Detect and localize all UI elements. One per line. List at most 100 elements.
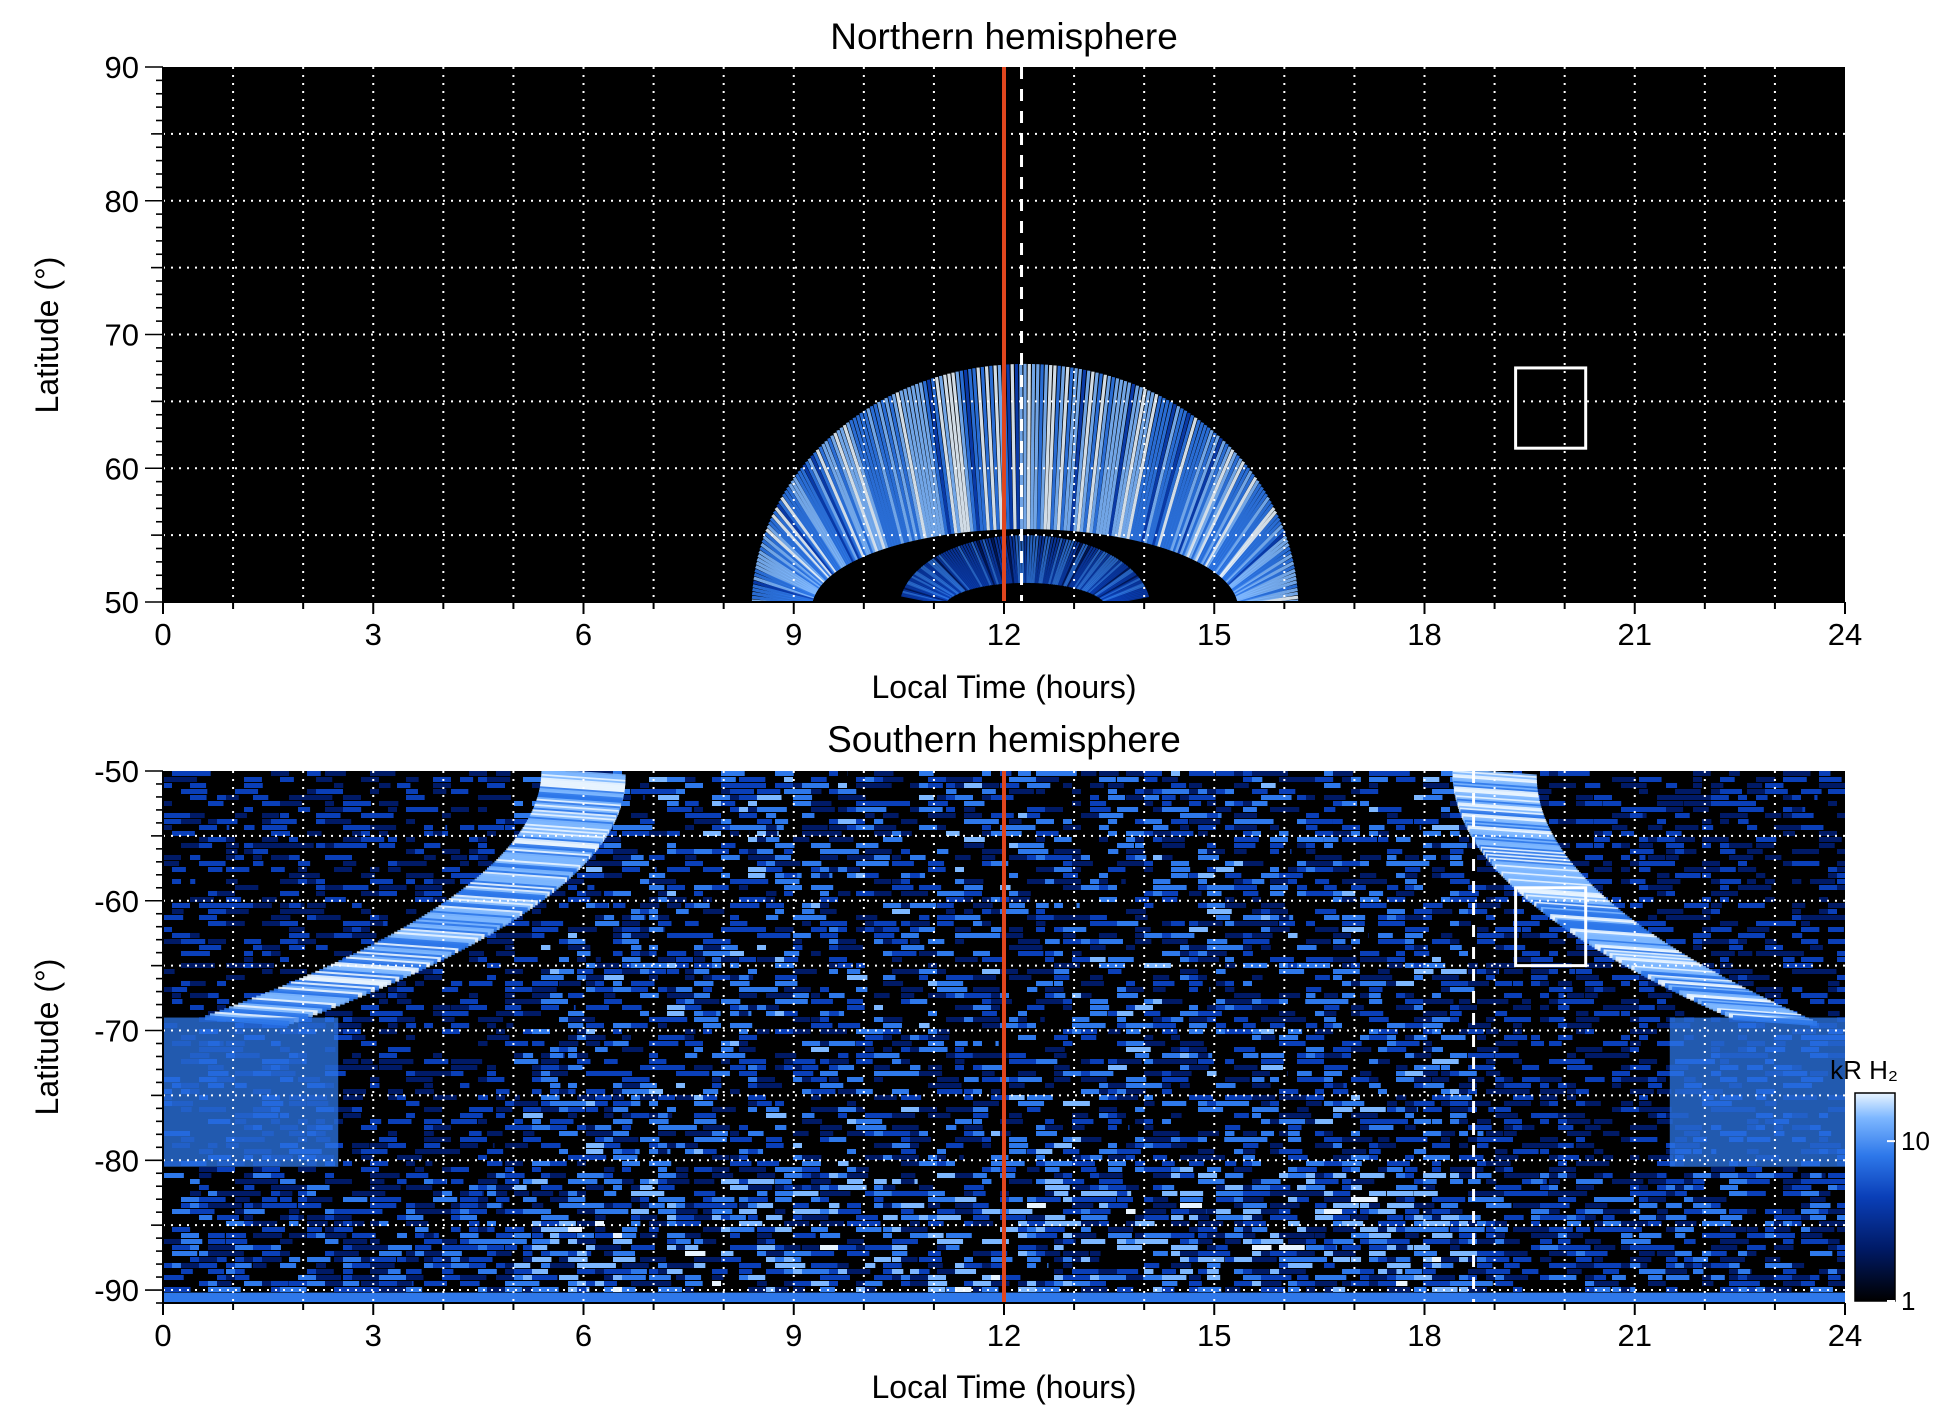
emission-cell	[253, 945, 267, 950]
emission-cell	[379, 1005, 394, 1010]
emission-cell	[1837, 987, 1845, 992]
emission-cell	[172, 825, 198, 830]
emission-cell	[1522, 993, 1537, 998]
emission-cell	[721, 1095, 739, 1100]
emission-cell	[847, 1089, 865, 1094]
emission-cell	[289, 873, 304, 878]
emission-cell	[1072, 993, 1084, 998]
emission-cell	[577, 1095, 595, 1100]
emission-cell	[595, 951, 608, 956]
emission-cell	[1306, 1095, 1327, 1100]
emission-cell	[559, 1041, 579, 1046]
emission-cell	[1216, 885, 1237, 890]
emission-cell	[352, 921, 362, 926]
emission-cell	[748, 903, 759, 908]
emission-cell	[1198, 975, 1213, 980]
emission-cell	[1216, 1029, 1233, 1034]
emission-cell	[1405, 879, 1417, 884]
oval-strip	[768, 521, 827, 582]
emission-cell	[1279, 831, 1289, 836]
emission-cell	[757, 879, 769, 884]
emission-cell	[370, 771, 380, 776]
emission-cell	[1315, 1089, 1326, 1094]
emission-cell	[532, 945, 547, 950]
emission-cell	[919, 951, 936, 956]
emission-cell	[1045, 957, 1058, 962]
emission-cell	[253, 957, 270, 962]
emission-cell	[703, 1047, 713, 1052]
emission-cell	[460, 1083, 470, 1088]
emission-cell	[991, 825, 1004, 830]
emission-cell	[1639, 987, 1655, 992]
emission-cell	[613, 927, 623, 932]
oval-strip	[1194, 461, 1246, 562]
emission-cell	[1432, 789, 1457, 794]
emission-cell	[1585, 825, 1598, 830]
emission-cell	[1234, 789, 1259, 794]
emission-cell	[1000, 1047, 1015, 1052]
emission-cell	[1747, 801, 1760, 806]
emission-cell	[1828, 801, 1845, 806]
emission-cell	[1144, 831, 1154, 836]
emission-cell	[874, 999, 886, 1004]
emission-cell	[1117, 843, 1134, 848]
emission-cell	[1009, 789, 1034, 794]
emission-cell	[901, 879, 919, 884]
oval-strip	[888, 395, 921, 540]
emission-cell	[442, 975, 452, 980]
emission-cell	[1288, 963, 1301, 968]
emission-cell	[775, 1065, 788, 1070]
emission-cell	[397, 981, 409, 986]
emission-cell	[1639, 999, 1650, 1004]
emission-cell	[1738, 891, 1749, 896]
emission-cell	[802, 1065, 819, 1070]
oval-strip	[845, 422, 889, 549]
emission-cell	[1072, 957, 1088, 962]
emission-cell	[865, 819, 881, 824]
emission-cell	[343, 789, 361, 794]
emission-cell	[793, 939, 804, 944]
emission-cell	[613, 1101, 639, 1106]
emission-cell	[1135, 1017, 1158, 1022]
emission-cell	[1594, 957, 1615, 962]
emission-cell	[1162, 999, 1183, 1004]
oval-strip	[1026, 363, 1031, 530]
emission-cell	[1081, 1029, 1098, 1034]
emission-cell	[1441, 927, 1462, 932]
emission-cell	[514, 933, 536, 938]
emission-cell	[1135, 1005, 1162, 1010]
emission-cell	[307, 903, 326, 908]
oval-strip	[1228, 539, 1289, 588]
emission-cell	[811, 993, 825, 998]
emission-cell	[703, 873, 728, 878]
emission-cell	[1054, 867, 1081, 872]
emission-cell	[811, 843, 831, 848]
emission-cell	[667, 1053, 692, 1058]
emission-cell	[478, 855, 488, 860]
emission-cell	[163, 861, 180, 866]
emission-cell	[1162, 897, 1178, 902]
emission-cell	[658, 921, 672, 926]
emission-cell	[739, 957, 757, 962]
emission-cell	[892, 969, 907, 974]
emission-cell	[946, 777, 968, 782]
emission-cell	[424, 807, 439, 812]
emission-cell	[730, 921, 748, 926]
emission-cell	[856, 915, 878, 920]
emission-cell	[388, 873, 415, 878]
emission-cell	[982, 777, 998, 782]
emission-cell	[847, 1101, 857, 1106]
emission-cell	[847, 957, 863, 962]
emission-cell	[1450, 921, 1462, 926]
emission-cell	[1450, 1071, 1468, 1076]
emission-cell	[1225, 897, 1235, 902]
emission-cell	[991, 1089, 1001, 1094]
emission-cell	[829, 1077, 839, 1082]
oval-strip	[1114, 386, 1143, 537]
emission-cell	[1738, 807, 1764, 812]
emission-cell	[1378, 1059, 1390, 1064]
emission-cell	[1729, 771, 1740, 776]
emission-cell	[1567, 831, 1592, 836]
emission-cell	[865, 849, 892, 854]
emission-cell	[541, 975, 564, 980]
